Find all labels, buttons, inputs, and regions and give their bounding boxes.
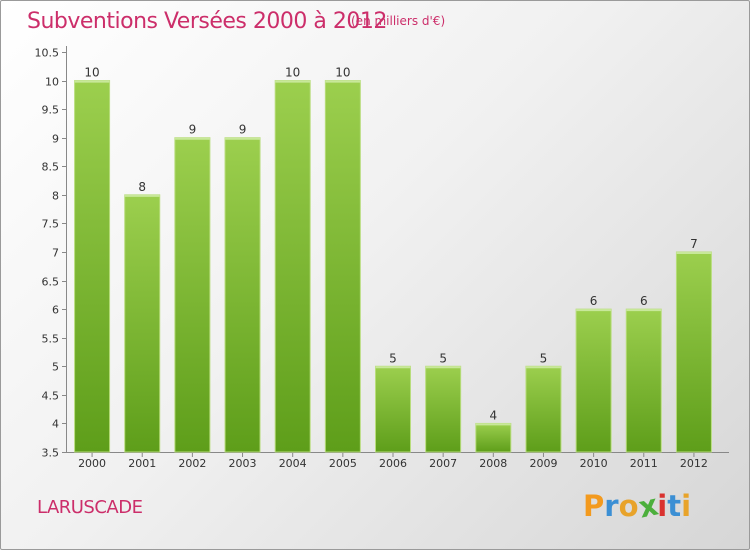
y-tick-label: 3.5 [42,447,60,460]
y-tick-label: 6 [52,304,59,317]
y-tick-label: 10.5 [35,47,60,60]
bar-2006 [375,365,411,453]
logo-letter: r [604,489,619,523]
bar-2011 [625,308,662,453]
x-tick-label: 2009 [529,457,557,470]
data-label: 4 [489,408,497,422]
bar-2002 [174,137,211,453]
y-tick-label: 6.5 [42,276,60,289]
y-tick-label: 10 [45,76,59,89]
data-label: 6 [590,294,598,308]
y-tick-label: 4 [52,418,59,431]
x-tick-label: 2010 [580,457,608,470]
bar-2005 [324,80,361,453]
bar-2007 [425,365,462,453]
bar-2010 [575,308,612,453]
y-tick-label: 5 [52,361,59,374]
x-tick-label: 2001 [128,457,156,470]
chart-unit: (en milliers d'€) [351,14,446,28]
y-tick-label: 8.5 [42,161,60,174]
y-tick-label: 9 [52,133,59,146]
y-tick-label: 9.5 [42,104,60,117]
y-tick-label: 7.5 [42,218,60,231]
y-tick-label: 7 [52,247,59,260]
x-tick-label: 2007 [429,457,457,470]
bar-2001 [124,194,161,453]
logo-letter: i [681,489,692,523]
chart-title: Subventions Versées 2000 à 2012 [27,9,387,34]
bar-2012 [675,251,712,453]
data-label: 10 [285,66,300,80]
bar-2009 [525,365,562,453]
x-tick-label: 2005 [329,457,357,470]
x-tick-label: 2002 [178,457,206,470]
data-label: 5 [439,351,447,365]
y-tick-label: 4.5 [42,390,60,403]
logo-letter: P [583,489,605,523]
data-label: 5 [389,351,397,365]
commune-name: LARUSCADE [37,497,143,518]
bar-2000 [74,80,111,453]
data-label: 7 [690,237,698,251]
data-label: 9 [189,123,197,137]
x-tick-label: 2011 [630,457,658,470]
x-tick-label: 2000 [78,457,106,470]
proxiti-logo: Proxiti [583,487,692,524]
y-tick-label: 5.5 [42,333,60,346]
x-tick-label: 2012 [680,457,708,470]
data-label: 9 [239,123,247,137]
data-label: 5 [540,351,548,365]
data-label: 8 [138,180,146,194]
logo-letter: o [618,489,639,523]
y-tick-label: 8 [52,190,59,203]
bar-2004 [274,80,311,453]
data-label: 6 [640,294,648,308]
bar-2003 [224,137,261,453]
bar-2008 [475,422,512,453]
logo-letter: t [667,489,682,523]
x-tick-label: 2008 [479,457,507,470]
x-tick-label: 2003 [229,457,257,470]
data-label: 10 [84,66,99,80]
x-tick-label: 2004 [279,457,307,470]
logo-letter: i [657,489,668,523]
data-label: 10 [335,66,350,80]
x-tick-label: 2006 [379,457,407,470]
